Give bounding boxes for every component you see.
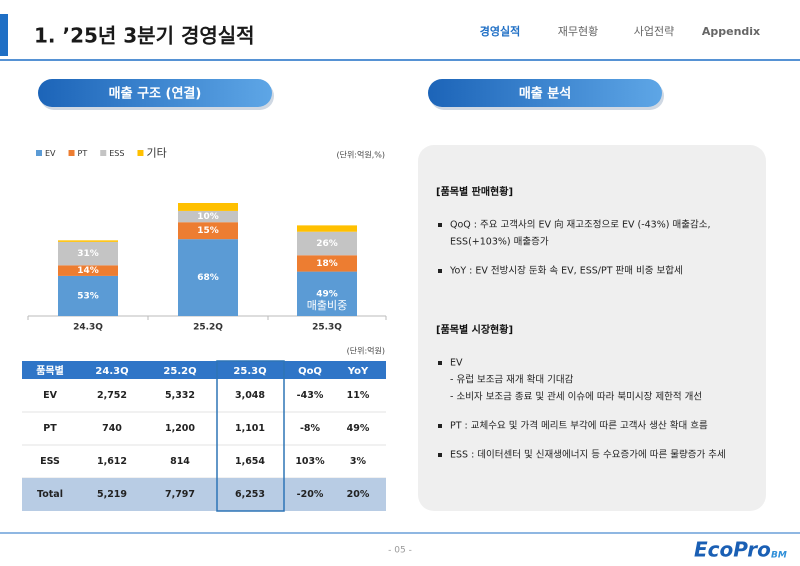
legend-label: ESS (109, 149, 124, 158)
bullet (438, 453, 442, 457)
panel-text: - 소비자 보조금 종료 및 관세 이슈에 따라 북미시장 제한적 개선 (450, 391, 702, 403)
panel-text: PT : 교체수요 및 가격 메리트 부각에 따른 고객사 생산 확대 흐름 (450, 420, 708, 432)
bar-segment (178, 222, 238, 240)
table-cell: PT (43, 423, 57, 434)
table-cell: 7,797 (165, 489, 195, 500)
table-cell: 103% (295, 456, 325, 467)
table-cell: 2,752 (97, 390, 127, 401)
section-title: 매출 분석 (519, 86, 571, 102)
panel-text: QoQ : 주요 고객사의 EV 向 재고조정으로 EV (-43%) 매출감소… (450, 219, 710, 231)
legend-swatch (100, 150, 107, 156)
table-total-bg (22, 478, 386, 511)
legend-swatch (137, 150, 144, 156)
data-label: 49% (316, 289, 338, 299)
table-cell: 740 (102, 423, 122, 434)
section-pill (428, 79, 662, 107)
panel-text: ESS : 데이터센터 및 신재생에너지 등 수요증가에 따른 물량증가 추세 (450, 449, 726, 461)
bar-segment (297, 225, 357, 232)
legend-label: 기타 (146, 147, 166, 160)
page-number: - 05 - (388, 546, 412, 556)
table-cell: 49% (347, 423, 370, 434)
panel-text: YoY : EV 전방시장 둔화 속 EV, ESS/PT 판매 비중 보합세 (449, 266, 683, 277)
title-accent (0, 14, 8, 56)
panel-heading: [품목별 판매현황] (436, 185, 513, 198)
table-header-cell: 품목별 (36, 364, 64, 377)
panel-text: EV (450, 358, 463, 369)
table-cell: 1,200 (165, 423, 195, 434)
x-tick-label: 24.3Q (73, 323, 103, 333)
data-label: 31% (77, 249, 99, 259)
bar-segment (297, 271, 357, 316)
table-cell: -43% (297, 390, 324, 401)
column-highlight (216, 360, 285, 512)
table-cell: 1,654 (235, 456, 265, 467)
annotation: 매출비중 (307, 299, 347, 312)
bar-segment (58, 265, 118, 276)
nav-item[interactable]: 재무현황 (558, 25, 598, 38)
table-cell: -8% (300, 423, 321, 434)
logo: EcoPro (694, 538, 771, 562)
legend-swatch (36, 150, 42, 156)
table-header-cell: 24.3Q (95, 366, 128, 377)
table-header-bg (22, 361, 386, 379)
bar-segment (178, 203, 238, 211)
data-label: 53% (77, 291, 99, 301)
table-cell: -20% (297, 489, 324, 500)
data-label: 18% (316, 259, 338, 269)
table-header-cell: 25.2Q (163, 366, 196, 377)
table-cell: 1,101 (235, 423, 265, 434)
analysis-panel (418, 145, 766, 511)
data-label: 14% (77, 266, 99, 276)
bar-segment (297, 231, 357, 256)
table-cell: 814 (170, 456, 190, 467)
section-pill (38, 79, 272, 107)
panel-heading: [품목별 시장현황] (436, 323, 513, 336)
table-header-cell: YoY (347, 366, 369, 377)
bar-segment (178, 239, 238, 316)
chart-unit: (단위:억원,%) (336, 150, 385, 160)
bullet (438, 424, 442, 428)
bullet (438, 223, 442, 227)
logo-suffix: BM (771, 551, 787, 561)
table-cell: Total (37, 489, 63, 500)
x-tick-label: 25.2Q (193, 323, 223, 333)
section-title: 매출 구조 (연결) (109, 86, 202, 102)
table-cell: EV (43, 390, 57, 401)
table-cell: 3% (350, 456, 367, 467)
bar-segment (58, 275, 118, 316)
x-tick-label: 25.3Q (312, 323, 342, 333)
data-label: 10% (197, 212, 219, 222)
bar-segment (297, 255, 357, 272)
legend-label: PT (78, 149, 88, 158)
bullet (438, 269, 442, 273)
table-unit: (단위:억원) (347, 346, 385, 356)
nav-item[interactable]: 사업전략 (634, 25, 674, 38)
legend-swatch (68, 150, 75, 156)
bar-segment (178, 210, 238, 223)
legend-label: EV (45, 149, 56, 158)
nav-item[interactable]: 경영실적 (480, 24, 520, 38)
bar-segment (58, 240, 118, 242)
table-cell: 5,332 (165, 390, 195, 401)
page-title: 1. ’25년 3분기 경영실적 (34, 24, 255, 48)
table-header-cell: 25.3Q (233, 366, 266, 377)
table-cell: 1,612 (97, 456, 127, 467)
bar-segment (58, 241, 118, 266)
table-cell: 3,048 (235, 390, 265, 401)
table-header-cell: QoQ (298, 366, 322, 377)
table-cell: 11% (347, 390, 370, 401)
data-label: 26% (316, 239, 338, 249)
bullet (438, 361, 442, 365)
table-cell: ESS (40, 456, 60, 467)
panel-text: - 유럽 보조금 재개 확대 기대감 (450, 374, 574, 386)
table-cell: 5,219 (97, 489, 127, 500)
panel-text: ESS(+103%) 매출증가 (450, 237, 549, 248)
table-cell: 6,253 (235, 489, 265, 500)
data-label: 68% (197, 273, 219, 283)
nav-item[interactable]: Appendix (702, 25, 760, 38)
table-cell: 20% (347, 489, 370, 500)
data-label: 15% (197, 226, 219, 236)
